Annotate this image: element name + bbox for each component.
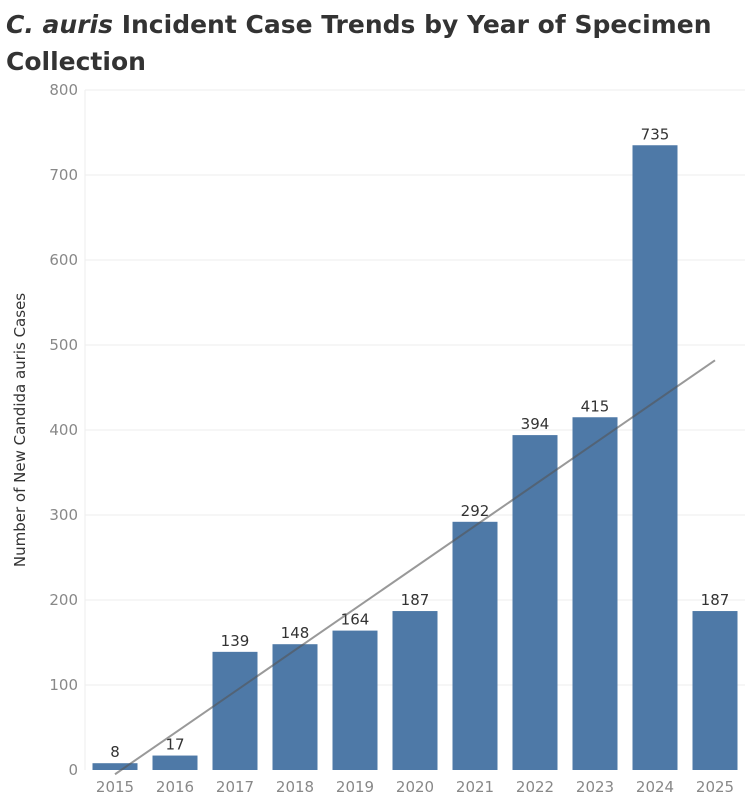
bar-2024 xyxy=(632,145,678,770)
trend-line-group xyxy=(114,359,716,776)
x-tick-label-2024: 2024 xyxy=(636,778,674,796)
trend-line xyxy=(114,359,716,776)
y-tick-label: 100 xyxy=(49,676,78,694)
y-tick-label: 500 xyxy=(49,336,78,354)
data-label-2022: 394 xyxy=(521,415,550,433)
y-tick-label: 700 xyxy=(49,166,78,184)
x-tick-label-2017: 2017 xyxy=(216,778,254,796)
x-tick-label-2016: 2016 xyxy=(156,778,194,796)
data-label-2016: 17 xyxy=(165,736,184,754)
data-label-2023: 415 xyxy=(581,397,610,415)
bar-2025 xyxy=(692,611,738,770)
data-label-2024: 735 xyxy=(641,125,670,143)
x-tick-label-2020: 2020 xyxy=(396,778,434,796)
data-labels: 8 17 139 148 164 187 292 394 415 735 187 xyxy=(110,125,729,761)
data-label-2020: 187 xyxy=(401,591,430,609)
chart-title: C. auris Incident Case Trends by Year of… xyxy=(6,6,741,80)
y-tick-label: 600 xyxy=(49,251,78,269)
y-tick-label: 400 xyxy=(49,421,78,439)
bar-2018 xyxy=(272,644,318,770)
x-axis-ticks: 2015 2016 2017 2018 2019 2020 2021 2022 2023 2024… xyxy=(96,778,734,796)
chart-title-rest: Incident Case Trends by Year of Specimen… xyxy=(6,10,712,76)
y-tick-label: 200 xyxy=(49,591,78,609)
x-tick-label-2018: 2018 xyxy=(276,778,314,796)
data-label-2021: 292 xyxy=(461,502,490,520)
x-tick-label-2025: 2025 xyxy=(696,778,734,796)
bar-2016 xyxy=(152,755,198,770)
data-label-2018: 148 xyxy=(281,624,310,642)
bar-2020 xyxy=(392,611,438,770)
x-tick-label-2019: 2019 xyxy=(336,778,374,796)
x-tick-label-2023: 2023 xyxy=(576,778,614,796)
data-label-2019: 164 xyxy=(341,611,370,629)
x-tick-label-2015: 2015 xyxy=(96,778,134,796)
data-label-2015: 8 xyxy=(110,743,120,761)
data-label-2025: 187 xyxy=(701,591,730,609)
bar-2022 xyxy=(512,435,558,770)
data-label-2017: 139 xyxy=(221,632,250,650)
y-axis-ticks: 0 100 200 300 400 500 600 700 800 xyxy=(49,81,78,779)
x-tick-label-2022: 2022 xyxy=(516,778,554,796)
y-tick-label: 0 xyxy=(68,761,78,779)
bar-2021 xyxy=(452,521,498,770)
x-tick-label-2021: 2021 xyxy=(456,778,494,796)
y-axis-label: Number of New Candida auris Cases xyxy=(11,293,29,567)
y-tick-label: 800 xyxy=(49,81,78,99)
bar-2023 xyxy=(572,417,618,770)
bar-2017 xyxy=(212,651,258,770)
y-tick-label: 300 xyxy=(49,506,78,524)
bar-2019 xyxy=(332,630,378,770)
bar-2015 xyxy=(92,763,138,770)
bars xyxy=(92,145,738,770)
chart-title-italic: C. auris xyxy=(6,10,113,39)
